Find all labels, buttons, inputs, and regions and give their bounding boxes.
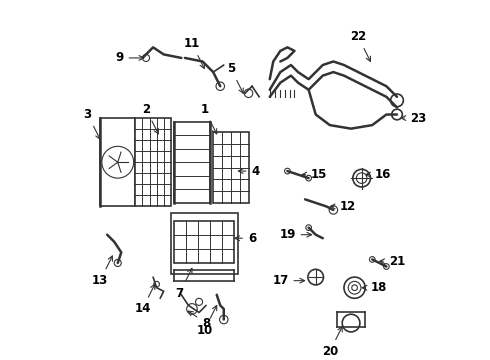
Circle shape: [102, 146, 134, 178]
Circle shape: [392, 109, 402, 120]
Circle shape: [306, 225, 312, 230]
Circle shape: [344, 277, 365, 298]
Bar: [135, 118, 171, 206]
Bar: [174, 122, 210, 203]
Text: 10: 10: [196, 305, 217, 337]
Circle shape: [285, 168, 290, 174]
Text: 19: 19: [279, 228, 312, 241]
Text: 22: 22: [350, 30, 370, 62]
Text: 2: 2: [142, 103, 158, 134]
Text: 11: 11: [184, 37, 204, 68]
Text: 8: 8: [188, 311, 210, 329]
Circle shape: [154, 282, 159, 287]
Text: 1: 1: [200, 103, 217, 134]
Text: 7: 7: [175, 268, 192, 300]
Bar: [174, 221, 234, 263]
Circle shape: [356, 173, 367, 184]
Circle shape: [306, 175, 312, 181]
Text: 9: 9: [115, 51, 144, 64]
Circle shape: [196, 298, 202, 305]
Circle shape: [143, 54, 149, 62]
Text: 4: 4: [239, 165, 260, 177]
Text: 13: 13: [92, 256, 112, 287]
Circle shape: [329, 206, 338, 214]
Text: 5: 5: [227, 62, 243, 93]
Bar: [213, 132, 248, 203]
Text: 14: 14: [134, 284, 155, 315]
Text: 16: 16: [366, 168, 391, 181]
Circle shape: [114, 260, 122, 266]
Bar: [171, 213, 238, 274]
Circle shape: [352, 285, 357, 291]
Circle shape: [391, 94, 403, 107]
Text: 12: 12: [330, 200, 356, 213]
Text: 3: 3: [84, 108, 100, 139]
Circle shape: [369, 257, 375, 262]
Text: 15: 15: [302, 168, 327, 181]
Text: 6: 6: [235, 232, 256, 245]
Text: 18: 18: [362, 281, 388, 294]
Text: 23: 23: [401, 112, 426, 125]
Circle shape: [308, 269, 323, 285]
Circle shape: [245, 89, 253, 98]
Text: 17: 17: [272, 274, 305, 287]
Circle shape: [384, 264, 389, 269]
Circle shape: [216, 82, 224, 90]
Circle shape: [342, 314, 360, 332]
Circle shape: [187, 303, 197, 314]
Circle shape: [220, 315, 228, 324]
Text: 20: 20: [322, 327, 342, 358]
Text: 21: 21: [380, 255, 405, 268]
Bar: [100, 118, 135, 206]
Circle shape: [353, 169, 370, 187]
Circle shape: [348, 282, 361, 294]
